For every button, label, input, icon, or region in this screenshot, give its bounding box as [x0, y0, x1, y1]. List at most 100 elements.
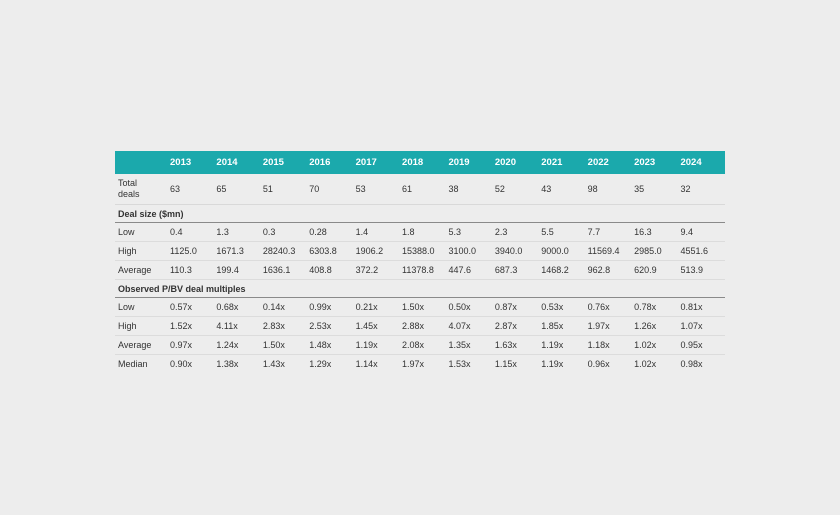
- year-header-cell: 2022: [587, 157, 609, 168]
- deal-size-row: Average 110.3 199.4 1636.1 408.8 372.2 11378.8…: [115, 260, 725, 280]
- year-header-row: 2013 2014 2015 2016 2017 2018 2019 2020 2021 2022…: [115, 151, 725, 174]
- value-cell: 1636.1: [260, 260, 308, 280]
- value-cell: 1.63x: [492, 335, 540, 355]
- value-cell: 513.9: [678, 260, 725, 280]
- value-cell: 1.85x: [539, 316, 586, 336]
- value-cell: 1.43x: [262, 359, 285, 369]
- header-blank-cell: [115, 151, 168, 174]
- value-cell: 687.3: [492, 260, 540, 280]
- multiples-row: Median 0.90x 1.38x 1.43x 1.29x 1.14x 1.97x 1.53…: [115, 355, 725, 374]
- value-cell: 1.02x: [632, 335, 679, 355]
- value-cell: 1.4: [353, 222, 401, 242]
- value-cell: 38: [446, 174, 493, 205]
- value-cell: 447.6: [446, 260, 493, 280]
- value-cell: 53: [353, 174, 401, 205]
- total-label-line2: deals: [118, 189, 140, 199]
- value-cell: 1906.2: [353, 241, 401, 261]
- value-cell: 63: [168, 174, 215, 205]
- value-cell: 3940.0: [492, 241, 540, 261]
- value-cell: 7.7: [585, 222, 633, 242]
- year-header-cell: 2023: [634, 157, 656, 168]
- year-header-cell: 2021: [541, 157, 563, 168]
- value-cell: 6303.8: [307, 241, 354, 261]
- value-cell: 5.5: [539, 222, 586, 242]
- value-cell: 1.97x: [402, 359, 425, 369]
- value-cell: 0.97x: [168, 335, 215, 355]
- value-cell: 0.98x: [680, 359, 703, 369]
- row-label: Average: [115, 260, 168, 280]
- year-header-cell: 2024: [680, 157, 702, 168]
- value-cell: 2985.0: [632, 241, 679, 261]
- value-cell: 1.50x: [400, 297, 447, 317]
- year-header-cell: 2020: [494, 157, 516, 168]
- value-cell: 28240.3: [260, 241, 308, 261]
- value-cell: 1.18x: [585, 335, 633, 355]
- value-cell: 4.07x: [446, 316, 493, 336]
- value-cell: 1.52x: [168, 316, 215, 336]
- value-cell: 0.53x: [539, 297, 586, 317]
- value-cell: 43: [539, 174, 586, 205]
- value-cell: 0.57x: [168, 297, 215, 317]
- value-cell: 1.19x: [539, 335, 586, 355]
- value-cell: 1.48x: [307, 335, 354, 355]
- value-cell: 1.8: [400, 222, 447, 242]
- year-header-cell: 2014: [216, 157, 238, 168]
- year-header-cell: 2016: [309, 157, 331, 168]
- value-cell: 110.3: [168, 260, 215, 280]
- value-cell: 0.14x: [260, 297, 308, 317]
- row-label: Total deals: [115, 174, 168, 205]
- value-cell: 0.81x: [678, 297, 725, 317]
- value-cell: 11569.4: [585, 241, 633, 261]
- value-cell: 1.07x: [678, 316, 725, 336]
- section-header-multiples: Observed P/BV deal multiples: [115, 279, 725, 298]
- year-header-cell: 2019: [448, 157, 470, 168]
- section-title: Deal size ($mn): [115, 204, 725, 223]
- value-cell: 70: [307, 174, 354, 205]
- row-label: Low: [115, 297, 168, 317]
- value-cell: 98: [585, 174, 633, 205]
- year-header-cell: 2015: [262, 157, 284, 168]
- year-header-cell: 2017: [355, 157, 377, 168]
- value-cell: 3100.0: [446, 241, 493, 261]
- value-cell: 0.3: [260, 222, 308, 242]
- value-cell: 1.29x: [309, 359, 332, 369]
- value-cell: 1.50x: [260, 335, 308, 355]
- value-cell: 0.50x: [446, 297, 493, 317]
- value-cell: 1671.3: [214, 241, 261, 261]
- value-cell: 0.4: [168, 222, 215, 242]
- row-label: High: [115, 316, 168, 336]
- value-cell: 2.53x: [307, 316, 354, 336]
- value-cell: 962.8: [585, 260, 633, 280]
- value-cell: 408.8: [307, 260, 354, 280]
- table-body: Total deals 63 65 51 70 53 61 38 52 43 98 35 32 Dea…: [115, 174, 725, 373]
- total-deals-row: Total deals 63 65 51 70 53 61 38 52 43 98 35 32: [115, 174, 725, 205]
- value-cell: 1.24x: [214, 335, 261, 355]
- value-cell: 15388.0: [400, 241, 447, 261]
- row-label: Median: [118, 359, 148, 369]
- multiples-row: Average 0.97x 1.24x 1.50x 1.48x 1.19x 2.08x 1.3…: [115, 335, 725, 355]
- value-cell: 0.99x: [307, 297, 354, 317]
- value-cell: 4551.6: [678, 241, 725, 261]
- value-cell: 1.53x: [448, 359, 471, 369]
- row-label: High: [115, 241, 168, 261]
- value-cell: 0.28: [307, 222, 354, 242]
- value-cell: 199.4: [214, 260, 261, 280]
- value-cell: 1.45x: [353, 316, 401, 336]
- value-cell: 0.90x: [170, 359, 193, 369]
- deal-table-container: 2013 2014 2015 2016 2017 2018 2019 2020 2021 2022…: [115, 151, 725, 373]
- value-cell: 35: [632, 174, 679, 205]
- value-cell: 32: [678, 174, 725, 205]
- section-title: Observed P/BV deal multiples: [115, 279, 725, 298]
- value-cell: 0.78x: [632, 297, 679, 317]
- value-cell: 11378.8: [400, 260, 447, 280]
- value-cell: 1.35x: [446, 335, 493, 355]
- value-cell: 0.76x: [585, 297, 633, 317]
- value-cell: 2.83x: [260, 316, 308, 336]
- value-cell: 2.3: [492, 222, 540, 242]
- value-cell: 9.4: [678, 222, 725, 242]
- value-cell: 1.19x: [541, 359, 564, 369]
- value-cell: 1.02x: [634, 359, 657, 369]
- value-cell: 1468.2: [539, 260, 586, 280]
- value-cell: 0.21x: [353, 297, 401, 317]
- value-cell: 16.3: [632, 222, 679, 242]
